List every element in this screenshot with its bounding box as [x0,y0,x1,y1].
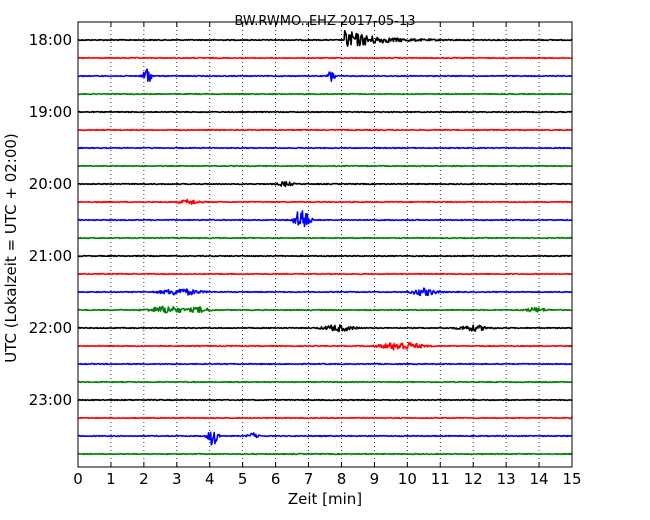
trace-1945 [77,164,573,168]
trace-2130 [77,287,573,297]
x-tick-label: 7 [304,470,314,488]
trace-2200 [77,324,573,333]
trace-2215 [77,341,573,351]
trace-2115 [77,272,573,276]
y-tick-label: 20:00 [29,175,72,193]
x-tick-label: 5 [238,470,248,488]
y-tick-label: 18:00 [29,31,72,49]
x-tick-label: 12 [464,470,483,488]
trace-2015 [77,198,573,205]
trace-1845 [77,92,573,96]
x-tick-label: 8 [337,470,347,488]
x-tick-label: 6 [271,470,281,488]
x-tick-label: 10 [398,470,417,488]
x-tick-label: 3 [172,470,182,488]
trace-1800 [77,30,573,47]
trace-2345 [77,452,573,456]
x-tick-label: 11 [431,470,450,488]
trace-2315 [77,416,573,420]
trace-1930 [77,146,573,150]
y-tick-label: 22:00 [29,319,72,337]
y-tick-label: 21:00 [29,247,72,265]
trace-2045 [77,236,573,240]
trace-2300 [77,398,573,402]
x-tick-label: 9 [370,470,380,488]
y-axis-label: UTC (Lokalzeit = UTC + 02:00) [2,133,20,363]
trace-1900 [77,110,573,114]
trace-1830 [77,68,573,83]
trace-2100 [77,254,573,258]
x-axis-label: Zeit [min] [288,490,362,508]
axes: 0 1 2 3 4 5 6 7 8 9 10 11 12 13 14 1518:0019:0020:0021:… [29,21,582,488]
trace-2230 [77,362,573,366]
y-tick-label: 23:00 [29,391,72,409]
trace-2000 [77,181,573,188]
x-tick-label: 2 [139,470,149,488]
trace-2030 [77,210,573,228]
x-tick-label: 1 [106,470,116,488]
trace-2245 [77,380,573,384]
trace-1815 [77,56,573,60]
x-tick-label: 15 [562,470,581,488]
trace-1915 [77,128,573,132]
y-tick-label: 19:00 [29,103,72,121]
trace-2145 [77,305,573,314]
x-tick-label: 14 [530,470,549,488]
plot-frame [77,21,573,468]
trace-2330 [77,431,573,446]
x-tick-label: 13 [497,470,516,488]
x-tick-label: 4 [205,470,215,488]
seismic-traces [77,30,573,456]
x-tick-label: 0 [73,470,83,488]
